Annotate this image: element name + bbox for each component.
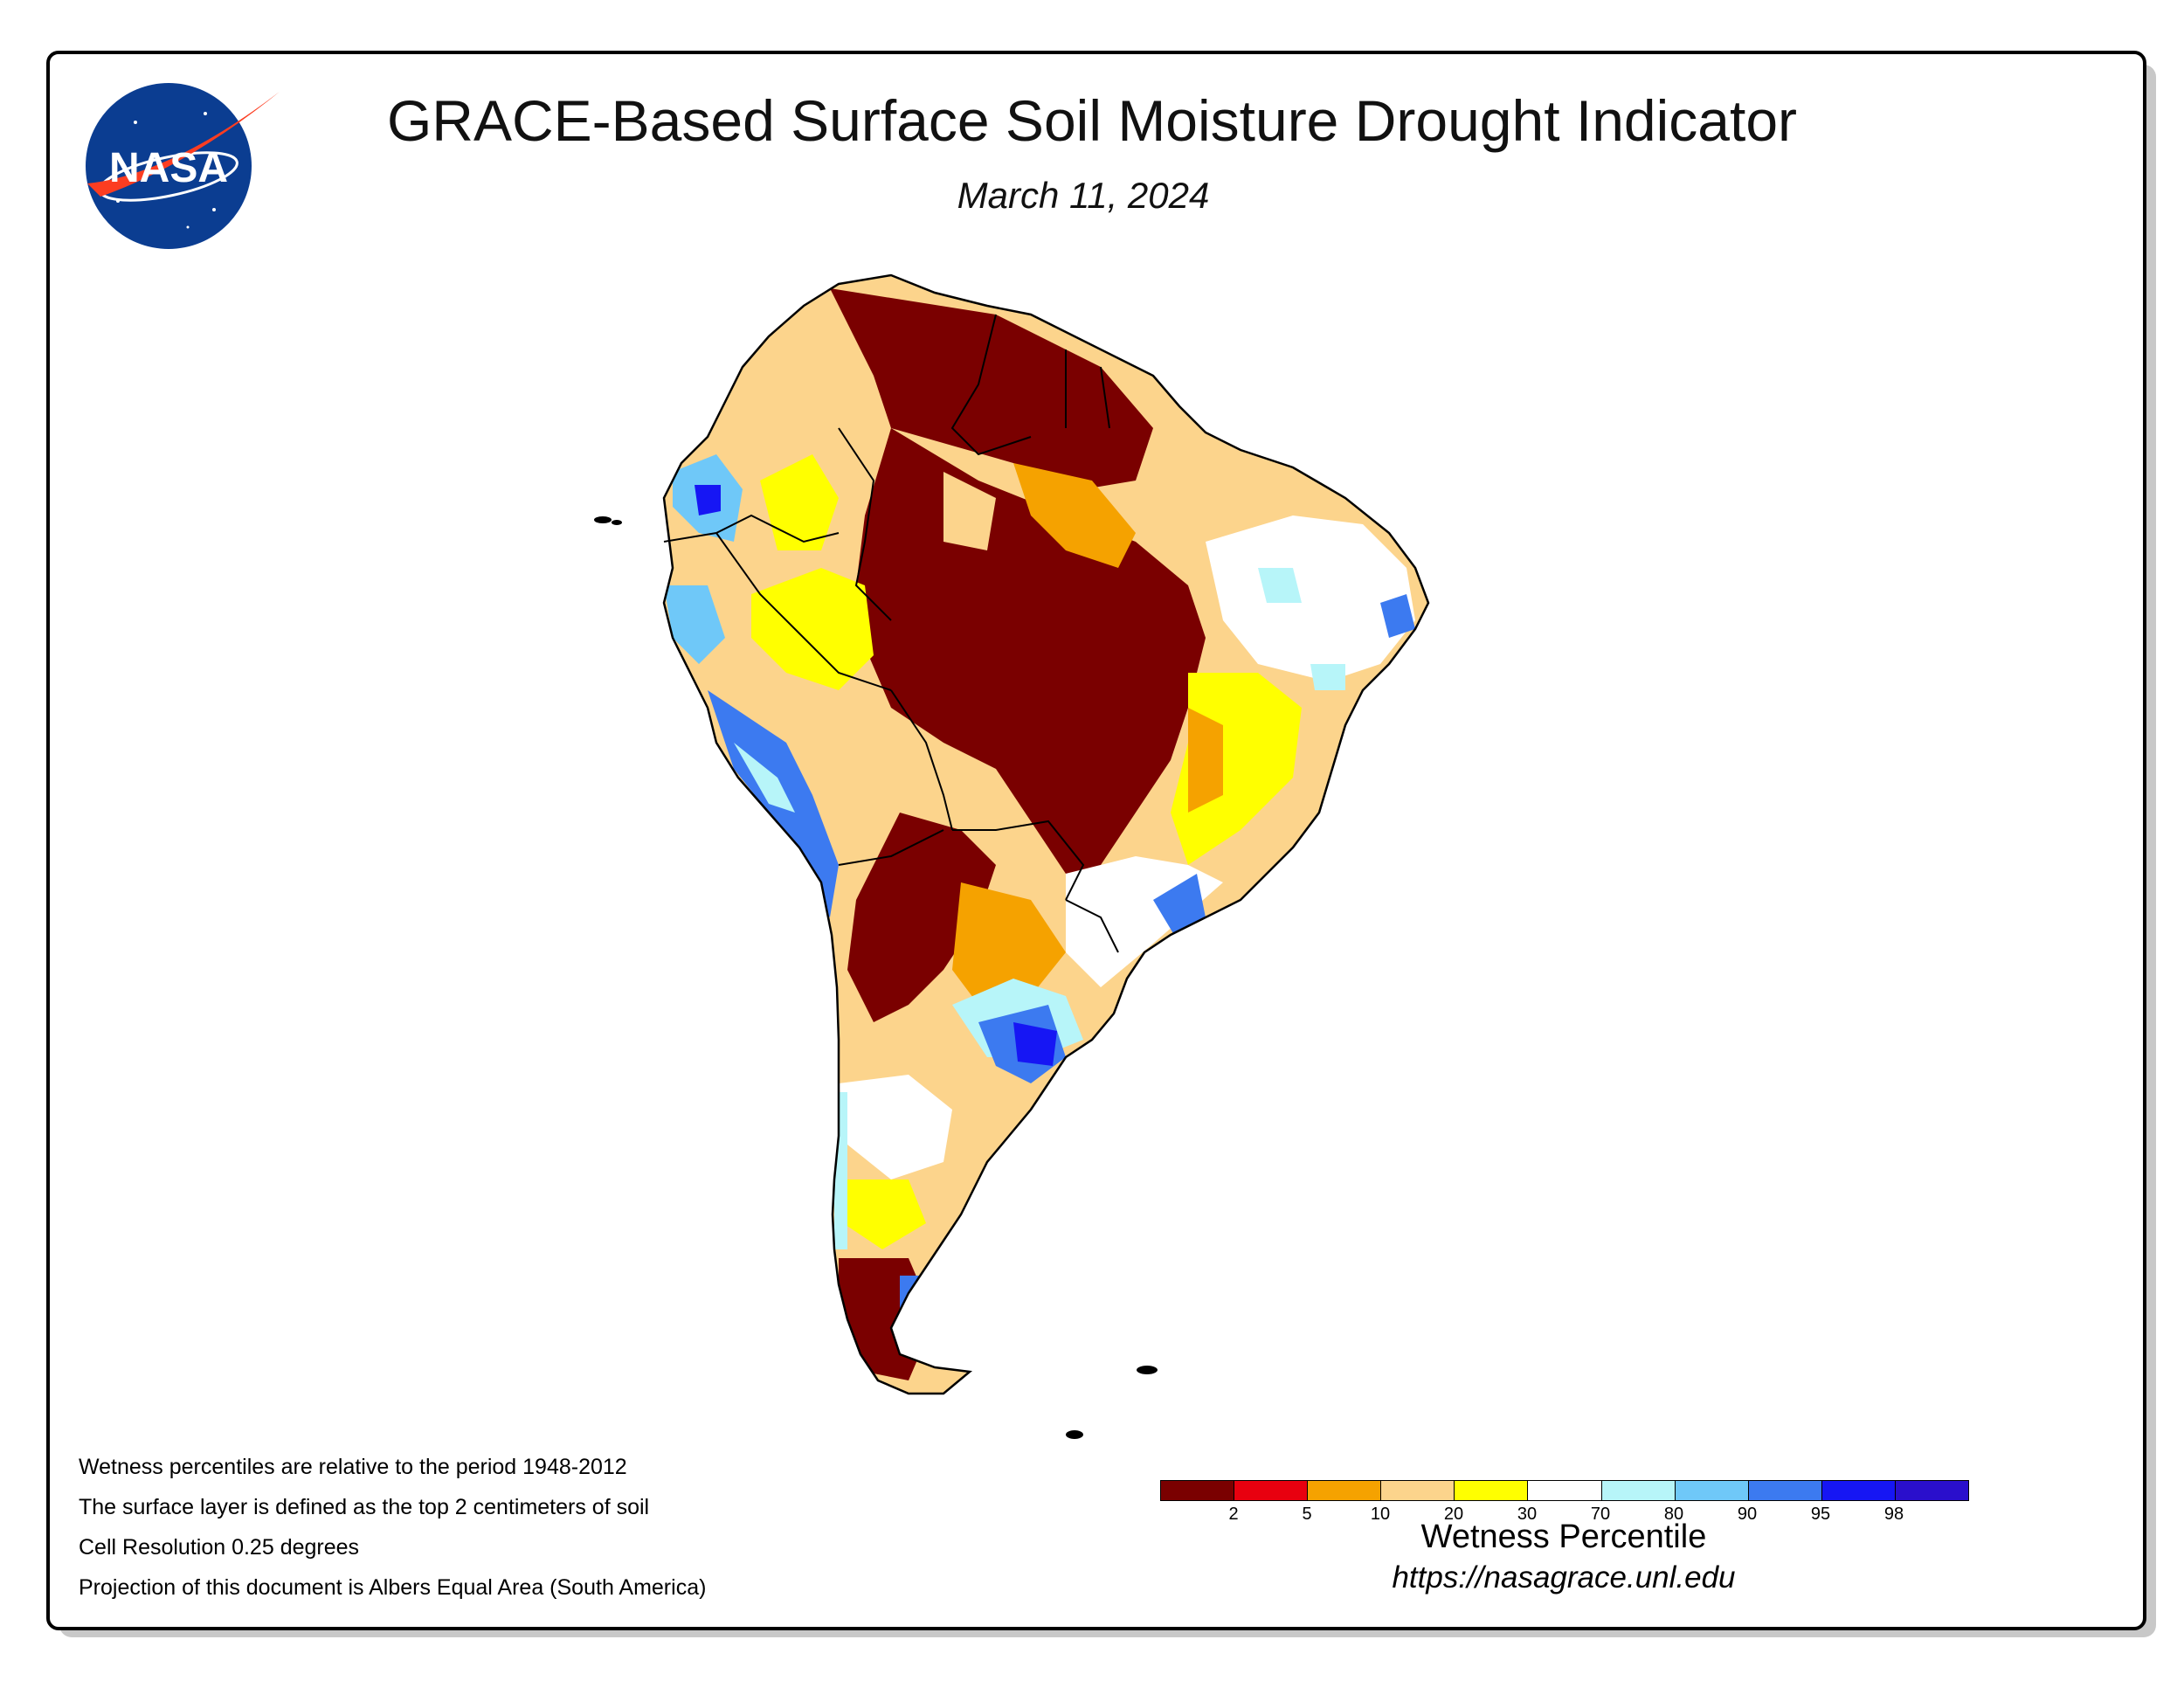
legend-tick-label: 5	[1302, 1505, 1312, 1524]
legend-swatch	[1675, 1481, 1749, 1500]
legend-swatch	[1161, 1481, 1235, 1500]
legend-tick-label: 10	[1370, 1505, 1391, 1524]
note-projection: Projection of this document is Albers Eq…	[79, 1575, 707, 1600]
note-period: Wetness percentiles are relative to the …	[79, 1455, 627, 1479]
legend-tick-label: 80	[1663, 1505, 1684, 1524]
map-date: March 11, 2024	[957, 175, 1210, 216]
islands	[594, 516, 1158, 1439]
legend-tick-label: 98	[1883, 1505, 1904, 1524]
nasa-logo-text: NASA	[109, 145, 228, 191]
legend-swatch	[1308, 1481, 1382, 1500]
soil-moisture-map	[594, 273, 1430, 1439]
legend-color-bar	[1160, 1480, 1969, 1501]
legend-swatch	[1748, 1481, 1822, 1500]
legend-swatch	[1895, 1481, 1969, 1500]
legend-tick-label: 2	[1228, 1505, 1239, 1524]
legend-swatch	[1821, 1481, 1896, 1500]
source-url: https://nasagrace.unl.edu	[1392, 1560, 1736, 1595]
map-title: GRACE-Based Surface Soil Moisture Drough…	[386, 88, 1798, 153]
nasa-logo: NASA	[86, 83, 280, 249]
legend-tick-label: 70	[1590, 1505, 1611, 1524]
legend-tick-label: 90	[1737, 1505, 1758, 1524]
legend-swatch	[1234, 1481, 1309, 1500]
legend-swatch	[1528, 1481, 1602, 1500]
moisture-fill	[664, 275, 1428, 1394]
note-resolution: Cell Resolution 0.25 degrees	[79, 1535, 360, 1560]
note-surface-layer: The surface layer is defined as the top …	[79, 1495, 650, 1519]
legend-title: Wetness Percentile	[1420, 1519, 1707, 1555]
legend-swatch	[1381, 1481, 1455, 1500]
legend-tick-label: 30	[1517, 1505, 1538, 1524]
color-legend: 2 5 10 20 30 70 80 90 95 98	[1160, 1480, 1969, 1594]
country-borders	[663, 314, 1119, 953]
legend-tick-label: 20	[1443, 1505, 1464, 1524]
legend-swatch	[1455, 1481, 1529, 1500]
notes-block: Wetness percentiles are relative to the …	[79, 1447, 952, 1608]
legend-swatch	[1601, 1481, 1676, 1500]
legend-tick-label: 95	[1810, 1505, 1831, 1524]
